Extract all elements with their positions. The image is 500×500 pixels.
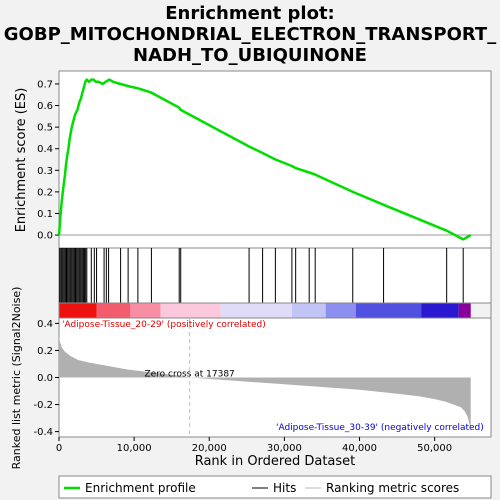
enrichment-profile-line bbox=[57, 78, 472, 241]
heat-bar-segment bbox=[96, 303, 131, 318]
chart-title-line-1: Enrichment plot: bbox=[165, 3, 335, 24]
positive-phenotype-label: 'Adipose-Tissue_20-29' (positively corre… bbox=[62, 320, 266, 330]
metric-y-tick-label: -0.2 bbox=[33, 400, 53, 411]
heat-bar-segment bbox=[291, 303, 326, 318]
legend-box bbox=[58, 475, 492, 499]
chart-title-line-2: GOBP_MITOCHONDRIAL_ELECTRON_TRANSPORT_ bbox=[4, 24, 496, 45]
heat-bar-segment bbox=[160, 303, 221, 318]
es-y-tick-label: 0.6 bbox=[37, 101, 53, 112]
x-tick-label: 20,000 bbox=[192, 443, 227, 454]
es-y-tick-label: 0.3 bbox=[37, 166, 53, 177]
heat-bar-segment bbox=[59, 303, 97, 318]
heat-bar-segment bbox=[458, 303, 471, 318]
es-y-tick-label: 0.4 bbox=[37, 144, 53, 155]
x-tick-label: 0 bbox=[56, 443, 62, 454]
x-tick-label: 40,000 bbox=[342, 443, 377, 454]
metric-y-axis-label: Ranked list metric (Signal2Noise) bbox=[10, 287, 23, 470]
x-axis: 0 10,000 20,000 30,000 40,000 50,000 bbox=[56, 437, 452, 454]
metric-y-tick-label: 0.2 bbox=[37, 346, 53, 357]
hit-markers bbox=[59, 248, 464, 303]
zero-cross-label: Zero cross at 17387 bbox=[144, 370, 234, 380]
heat-bar-segment bbox=[421, 303, 459, 318]
x-axis-label: Rank in Ordered Dataset bbox=[195, 454, 356, 469]
metric-y-tick-label: 0.4 bbox=[37, 319, 53, 330]
es-y-axis-label: Enrichment score (ES) bbox=[14, 88, 29, 233]
es-y-tick-label: 0.5 bbox=[37, 123, 53, 134]
chart-title-line-3: NADH_TO_UBIQUINONE bbox=[133, 45, 367, 66]
negative-phenotype-label: 'Adipose-Tissue_30-39' (negatively corre… bbox=[276, 423, 484, 433]
heat-bar-segment bbox=[325, 303, 356, 318]
metric-y-axis: -0.4 -0.2 0.0 0.2 0.4 bbox=[33, 319, 59, 438]
x-tick-label: 30,000 bbox=[267, 443, 302, 454]
es-y-tick-label: 0.1 bbox=[37, 209, 53, 220]
ranked-heat-bar bbox=[58, 302, 492, 319]
legend-hits-label: Hits bbox=[273, 481, 296, 495]
metric-y-tick-label: 0.0 bbox=[37, 373, 53, 384]
x-tick-label: 10,000 bbox=[117, 443, 152, 454]
legend-metric-label: Ranking metric scores bbox=[326, 481, 459, 495]
heat-bar-segment bbox=[355, 303, 422, 318]
metric-y-tick-label: -0.4 bbox=[33, 427, 53, 438]
ranking-metric-area bbox=[59, 336, 471, 429]
es-y-tick-label: 0.2 bbox=[37, 187, 53, 198]
es-y-tick-label: 0.7 bbox=[37, 79, 53, 90]
es-y-axis: 0.0 0.1 0.2 0.3 0.4 0.5 0.6 0.7 bbox=[37, 79, 59, 242]
heat-bar-segment bbox=[130, 303, 161, 318]
legend-enrichment-label: Enrichment profile bbox=[85, 481, 196, 495]
es-y-tick-label: 0.0 bbox=[37, 231, 53, 242]
heat-bar-segment bbox=[220, 303, 292, 318]
x-tick-label: 50,000 bbox=[417, 443, 452, 454]
